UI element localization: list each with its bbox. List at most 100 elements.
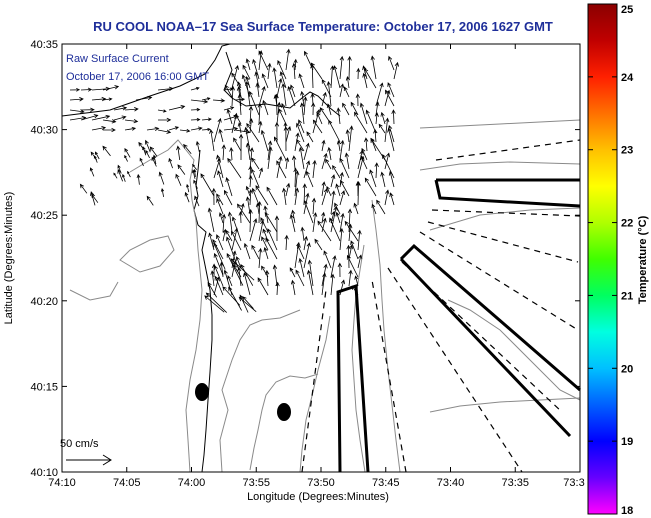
current-vector — [234, 129, 251, 134]
colorbar-tick-label: 23 — [621, 145, 633, 157]
current-vector — [326, 81, 332, 107]
colorbar-ticks: 25 24 23 22 21 20 19 18 — [588, 3, 634, 517]
current-vector — [321, 181, 326, 197]
current-vector — [328, 119, 341, 143]
current-vector — [238, 133, 244, 161]
current-vector — [233, 137, 242, 152]
current-vector — [337, 262, 343, 278]
current-vector — [330, 174, 336, 188]
colorbar-tick-label: 19 — [621, 436, 633, 448]
current-vector — [102, 85, 120, 91]
current-vector — [340, 179, 350, 197]
y-axis-ticks: 40:35 40:30 40:25 40:20 40:15 40:10 — [30, 39, 580, 479]
current-vector — [222, 286, 241, 306]
current-vector — [355, 93, 360, 107]
current-vector — [276, 155, 283, 179]
current-vector — [303, 142, 310, 161]
current-vector — [227, 275, 233, 287]
current-vector — [376, 199, 386, 215]
current-vector — [303, 96, 308, 116]
current-vector — [369, 169, 377, 188]
current-vector — [364, 137, 369, 152]
current-vector — [364, 68, 377, 89]
current-vector — [228, 286, 242, 311]
current-vector — [214, 275, 224, 296]
current-vector — [303, 242, 311, 269]
current-vector — [374, 112, 379, 125]
current-vector — [339, 212, 345, 233]
current-vector — [384, 189, 390, 206]
current-vector — [221, 213, 227, 233]
current-vector — [276, 101, 282, 125]
current-vector — [375, 101, 380, 116]
current-vector — [323, 250, 332, 269]
current-vector — [242, 296, 254, 309]
current-vector — [248, 208, 253, 233]
buoy-marker-east — [277, 403, 291, 421]
current-vector — [329, 217, 341, 242]
current-vector — [146, 195, 154, 206]
current-vector — [357, 155, 365, 179]
current-vector — [310, 62, 323, 80]
current-vector — [257, 103, 262, 125]
y-tick-label: 40:10 — [30, 467, 58, 479]
current-vector — [330, 273, 335, 296]
current-vector — [94, 151, 100, 160]
current-vector — [258, 50, 269, 71]
current-vector — [245, 81, 251, 107]
current-vector — [276, 160, 287, 179]
current-vector — [343, 86, 350, 98]
current-vector — [175, 173, 182, 186]
current-vector — [307, 259, 314, 287]
current-vector — [384, 89, 391, 107]
current-vector — [157, 117, 172, 123]
colorbar-tick-label: 21 — [621, 290, 633, 302]
current-vector — [251, 244, 260, 260]
current-vector — [350, 240, 359, 260]
x-tick-label: 73:3 — [563, 477, 584, 489]
current-vector — [248, 175, 253, 188]
current-vector — [245, 142, 251, 161]
current-vector — [152, 154, 157, 165]
current-vector — [285, 182, 291, 197]
current-vector — [184, 191, 190, 203]
current-vector — [177, 164, 186, 175]
current-vector — [295, 269, 305, 287]
current-vector — [230, 85, 235, 107]
current-vector — [255, 202, 260, 215]
current-vector — [388, 170, 395, 188]
current-vector — [80, 114, 99, 121]
current-vector — [264, 211, 278, 233]
current-vector — [311, 102, 316, 116]
current-vector — [298, 146, 305, 170]
current-vector — [124, 154, 128, 162]
current-vector — [303, 160, 311, 179]
current-vector — [157, 86, 174, 91]
current-vector — [238, 296, 257, 313]
current-vector — [212, 98, 226, 103]
current-vector — [122, 173, 126, 182]
current-vector — [354, 275, 359, 287]
current-vector — [244, 126, 251, 152]
current-vector — [330, 255, 337, 278]
current-vector — [183, 143, 192, 155]
current-vector — [261, 73, 269, 89]
inset-title: Raw Surface Current — [66, 53, 169, 65]
current-vector — [312, 212, 318, 233]
current-vector — [389, 192, 395, 206]
current-vector — [298, 73, 305, 89]
current-vector — [291, 209, 296, 224]
current-vector — [300, 226, 305, 242]
current-vector — [113, 106, 128, 111]
current-vector — [258, 85, 266, 107]
current-vector — [258, 120, 263, 134]
current-vector — [365, 109, 377, 134]
current-vector — [267, 62, 272, 80]
current-vector — [281, 102, 287, 116]
current-vector — [139, 157, 144, 167]
current-vector — [240, 203, 245, 215]
current-vector — [194, 195, 200, 207]
current-vector — [102, 145, 111, 157]
figure-title: RU COOL NOAA–17 Sea Surface Temperature:… — [93, 19, 553, 34]
current-vector — [261, 236, 269, 251]
